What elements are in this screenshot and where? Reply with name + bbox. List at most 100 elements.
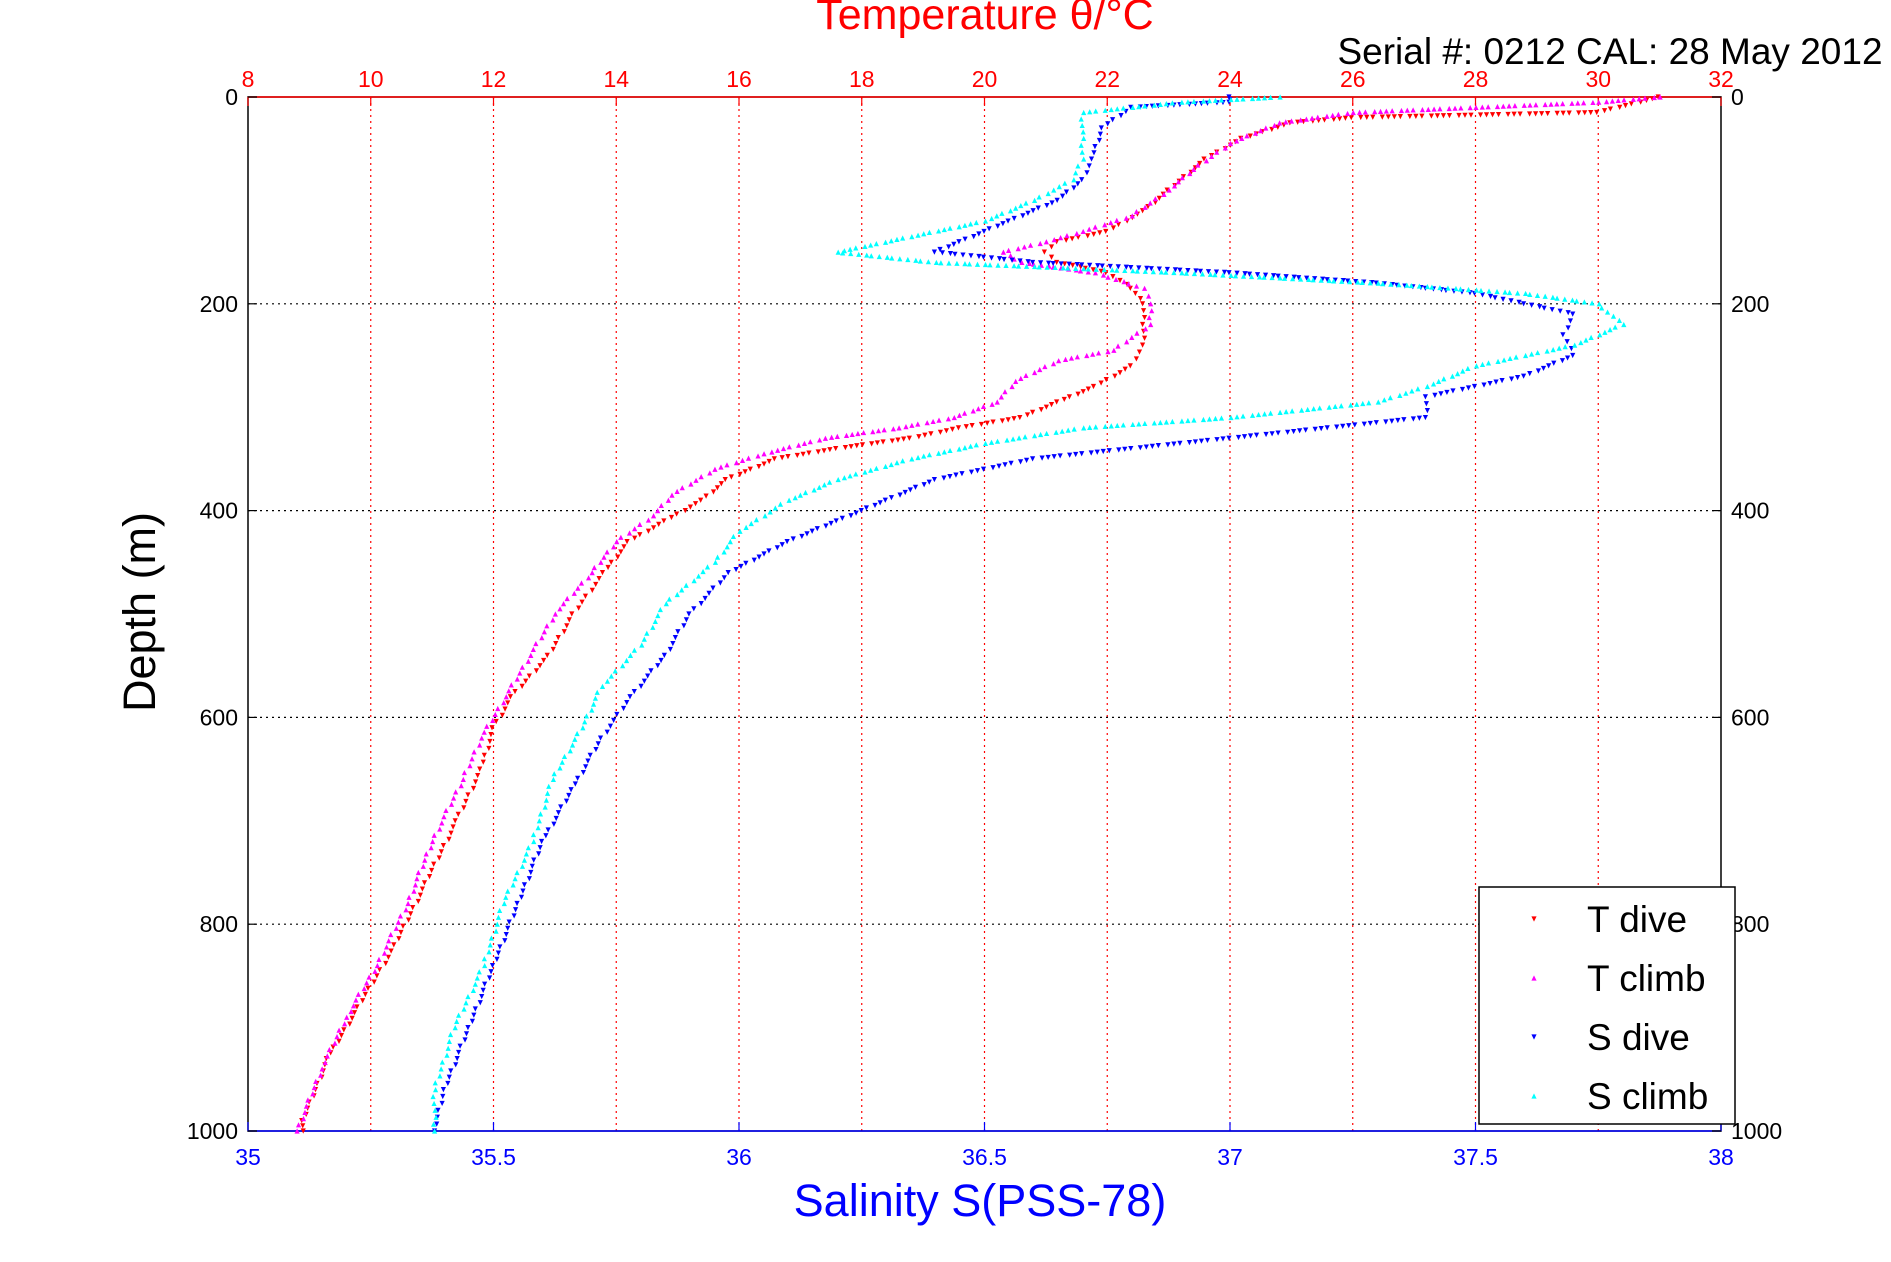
point-s-dive	[1291, 428, 1297, 435]
point-s-climb	[1397, 392, 1403, 398]
point-s-climb	[999, 210, 1005, 216]
point-s-dive	[1067, 452, 1073, 458]
point-t-dive	[718, 481, 724, 487]
point-s-climb	[1326, 277, 1332, 284]
point-s-dive	[1084, 170, 1090, 176]
point-s-dive	[976, 231, 982, 237]
point-t-climb	[441, 814, 447, 820]
point-s-dive	[1395, 417, 1401, 424]
point-s-dive	[1156, 266, 1162, 272]
point-s-climb	[1562, 296, 1568, 302]
point-s-climb	[470, 987, 476, 993]
point-s-climb	[894, 460, 900, 466]
point-t-climb	[405, 900, 411, 907]
point-t-climb	[1043, 239, 1049, 245]
point-t-dive	[576, 605, 582, 611]
point-s-climb	[567, 748, 573, 754]
point-t-climb	[924, 420, 930, 426]
point-t-dive	[1075, 391, 1081, 397]
point-t-climb	[1452, 105, 1458, 111]
point-t-dive	[519, 683, 525, 689]
point-t-dive	[922, 432, 928, 438]
point-s-dive	[627, 694, 633, 700]
point-t-dive	[1139, 321, 1146, 328]
point-t-climb	[875, 428, 882, 434]
point-s-dive	[563, 798, 570, 804]
point-s-dive	[1465, 385, 1472, 391]
point-s-climb	[1359, 279, 1365, 285]
point-t-climb	[1080, 228, 1086, 235]
point-t-dive	[599, 570, 606, 576]
point-t-climb	[618, 534, 624, 540]
point-s-dive	[1263, 431, 1269, 438]
point-t-climb	[585, 575, 592, 581]
point-s-dive	[503, 931, 509, 938]
point-s-dive	[502, 938, 508, 944]
point-s-climb	[821, 482, 828, 488]
point-s-dive	[435, 1107, 441, 1113]
point-t-dive	[668, 514, 675, 521]
point-t-climb	[1133, 283, 1140, 289]
point-s-climb	[826, 479, 833, 485]
point-s-dive	[1340, 423, 1346, 430]
point-s-dive	[1303, 427, 1309, 433]
point-s-climb	[561, 753, 568, 760]
point-t-climb	[614, 539, 620, 545]
point-s-climb	[1554, 295, 1560, 301]
point-s-climb	[465, 993, 471, 1000]
point-t-climb	[381, 950, 388, 956]
point-s-climb	[1249, 95, 1256, 102]
point-s-climb	[915, 232, 921, 238]
point-t-climb	[658, 502, 664, 509]
point-t-climb	[1115, 343, 1121, 349]
point-s-dive	[1074, 262, 1080, 268]
point-s-climb	[569, 742, 576, 748]
point-s-dive	[539, 838, 545, 845]
point-s-dive	[988, 255, 995, 261]
point-s-climb	[531, 838, 537, 845]
point-t-dive	[854, 443, 860, 449]
point-t-dive	[618, 549, 624, 555]
point-s-dive	[1143, 444, 1149, 450]
point-s-climb	[1053, 429, 1059, 435]
point-s-climb	[835, 249, 841, 255]
point-t-climb	[1446, 105, 1452, 112]
point-s-dive	[1570, 352, 1576, 359]
point-s-climb	[1036, 264, 1042, 270]
point-t-climb	[601, 554, 607, 560]
point-s-climb	[987, 262, 993, 268]
point-s-dive	[1098, 125, 1104, 131]
point-t-climb	[1161, 191, 1167, 197]
point-t-climb	[1277, 120, 1283, 126]
point-t-dive	[341, 1027, 347, 1033]
point-s-climb	[1449, 373, 1456, 379]
point-t-climb	[951, 414, 957, 421]
point-t-dive	[1434, 113, 1441, 119]
point-s-dive	[959, 471, 965, 477]
point-s-climb	[536, 818, 542, 824]
point-s-climb	[608, 673, 614, 679]
point-t-climb	[334, 1034, 340, 1040]
point-t-climb	[980, 403, 987, 410]
point-s-climb	[641, 636, 647, 642]
point-s-dive	[580, 769, 586, 776]
point-t-climb	[376, 956, 382, 962]
point-s-dive	[756, 554, 762, 560]
point-s-climb	[1016, 435, 1022, 441]
point-t-climb	[739, 457, 746, 463]
point-s-dive	[520, 888, 526, 894]
point-t-climb	[1050, 361, 1057, 367]
point-s-dive	[1066, 261, 1072, 267]
point-t-climb	[1148, 301, 1154, 307]
tick-label-top: 26	[1340, 66, 1366, 92]
point-s-dive	[1557, 308, 1563, 314]
point-t-dive	[1063, 237, 1069, 243]
point-t-climb	[1533, 102, 1539, 108]
point-s-climb	[1051, 187, 1057, 193]
point-s-dive	[465, 1025, 471, 1031]
point-t-climb	[1560, 101, 1566, 107]
point-t-climb	[460, 776, 466, 783]
point-s-climb	[1597, 332, 1603, 338]
point-t-climb	[775, 447, 781, 453]
point-s-dive	[962, 236, 968, 242]
